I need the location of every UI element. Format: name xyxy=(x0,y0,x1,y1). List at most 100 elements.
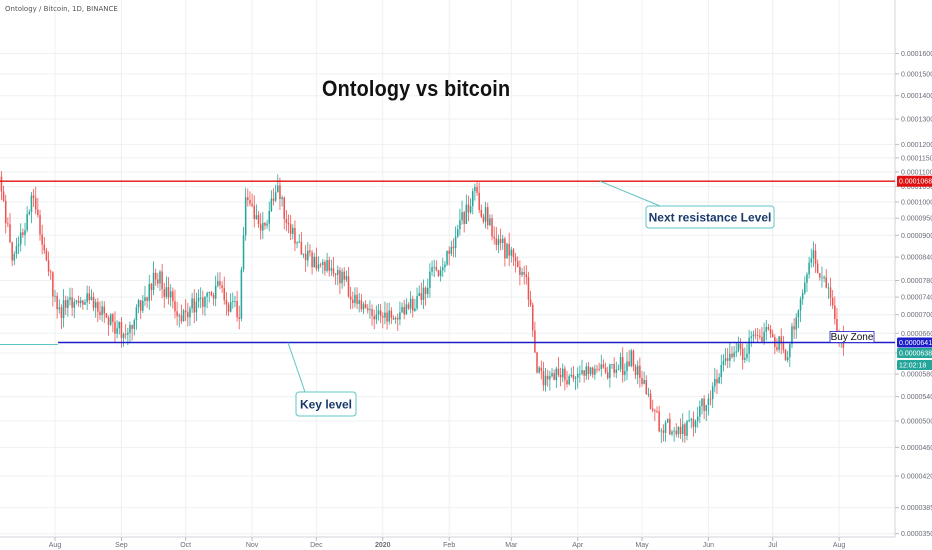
candle-body xyxy=(630,350,633,366)
candle-body xyxy=(122,333,125,339)
candle-body xyxy=(497,239,500,245)
y-tick-label: 0.0000900 xyxy=(901,233,932,240)
candle-body xyxy=(602,364,605,368)
y-tick-label: 0.0000460 xyxy=(901,445,932,452)
candle-body xyxy=(45,250,48,261)
candle-body xyxy=(277,185,279,193)
candle-body xyxy=(636,365,639,375)
candle-body xyxy=(92,296,95,308)
candle-body xyxy=(11,242,13,261)
key-tag-bg xyxy=(897,337,932,348)
candle-body xyxy=(169,291,172,298)
candle-body xyxy=(152,272,155,291)
candle-body xyxy=(744,357,746,360)
candle-body xyxy=(656,411,658,413)
candle-body xyxy=(223,288,226,301)
resistance-tag-bg xyxy=(897,175,932,187)
candle-body xyxy=(804,282,806,294)
x-tick-label: Aug xyxy=(49,542,62,549)
candle-body xyxy=(232,301,234,303)
candle-body xyxy=(576,373,579,378)
resistance-label-pointer xyxy=(599,180,661,207)
candle-body xyxy=(619,357,622,369)
price-tags: 0.0001068 0.0000641 0.0000638 12:02:18 xyxy=(897,175,932,370)
candle-body xyxy=(127,332,129,335)
candle-body xyxy=(67,299,69,308)
candle-body xyxy=(225,300,228,305)
candle-body xyxy=(4,200,7,224)
candle-body xyxy=(570,374,573,377)
candle-body xyxy=(596,368,598,370)
x-tick-label: 2020 xyxy=(375,542,391,549)
y-tick-label: 0.0000660 xyxy=(901,331,932,338)
candle-body xyxy=(197,297,200,302)
candle-body xyxy=(551,373,553,377)
candle-body xyxy=(540,367,543,371)
candle-body xyxy=(373,316,375,320)
candle-body xyxy=(581,370,583,374)
candle-body xyxy=(75,300,78,302)
candle-body xyxy=(587,366,590,375)
candle-body xyxy=(424,287,427,294)
candle-body xyxy=(474,187,476,192)
candle-body xyxy=(379,310,382,316)
candle-body xyxy=(799,299,802,311)
x-tick-label: Mar xyxy=(505,542,518,549)
candle-body xyxy=(371,309,373,317)
candle-body xyxy=(604,367,607,373)
candle-body xyxy=(437,270,440,276)
candle-body xyxy=(311,252,313,268)
candle-body xyxy=(292,227,294,234)
candle-body xyxy=(60,307,63,319)
candle-body xyxy=(701,398,703,407)
candle-body xyxy=(705,405,708,411)
candle-body xyxy=(294,227,296,244)
candle-body xyxy=(645,380,648,395)
candle-body xyxy=(131,324,133,329)
candle-body xyxy=(240,269,243,319)
candle-body xyxy=(296,242,298,244)
y-tick-label: 0.0001300 xyxy=(901,117,932,124)
candle-body xyxy=(568,376,570,385)
candle-body xyxy=(88,293,91,301)
candle-body xyxy=(397,317,399,320)
candle-body xyxy=(313,256,315,268)
candle-body xyxy=(302,253,305,255)
candle-body xyxy=(139,300,142,311)
candle-body xyxy=(780,336,783,344)
candle-body xyxy=(358,300,360,304)
candle-body xyxy=(754,334,757,336)
y-tick-label: 0.0001150 xyxy=(901,155,932,162)
candle-body xyxy=(819,273,821,278)
candle-body xyxy=(752,334,755,337)
buy-zone-label: Buy Zone xyxy=(831,332,874,343)
candle-body xyxy=(482,216,485,222)
candle-body xyxy=(287,223,290,225)
level-lines xyxy=(0,180,895,346)
candle-body xyxy=(574,377,577,379)
candle-body xyxy=(829,287,832,298)
candle-body xyxy=(814,250,817,264)
y-tick-label: 0.0000420 xyxy=(901,474,932,481)
candle-body xyxy=(598,368,600,370)
candle-body xyxy=(741,348,744,360)
candle-body xyxy=(585,366,588,376)
candle-body xyxy=(765,327,768,332)
candle-body xyxy=(641,377,643,384)
candle-body xyxy=(392,317,395,320)
current-tag-text: 0.0000638 xyxy=(899,350,932,357)
candle-body xyxy=(24,230,26,235)
candle-body xyxy=(771,333,774,338)
candle-body xyxy=(692,418,695,427)
key-label-text: Key level xyxy=(300,398,352,412)
y-tick-label: 0.0001600 xyxy=(901,51,932,58)
candle-body xyxy=(71,297,73,308)
candle-body xyxy=(367,308,369,311)
candle-body xyxy=(611,363,613,365)
candle-body xyxy=(467,204,470,213)
candle-body xyxy=(49,271,52,273)
candle-body xyxy=(748,337,750,354)
candle-body xyxy=(34,197,37,210)
